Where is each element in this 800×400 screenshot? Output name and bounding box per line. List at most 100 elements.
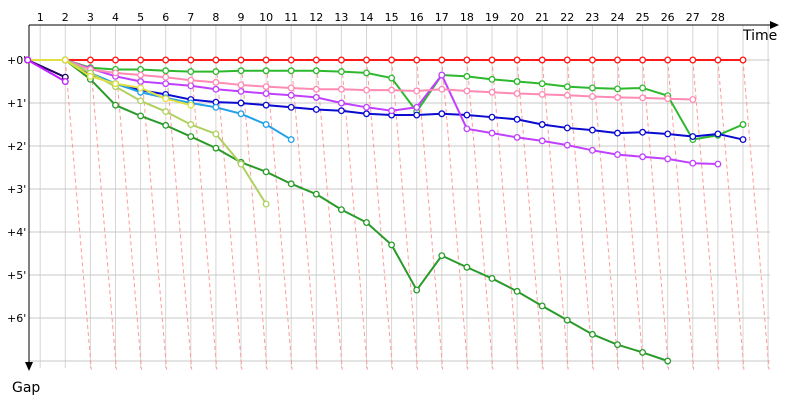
data-point — [588, 84, 596, 92]
data-point — [714, 56, 722, 64]
data-point — [563, 56, 571, 64]
data-point — [112, 80, 119, 88]
data-point — [262, 101, 270, 109]
data-point — [488, 88, 496, 96]
data-point — [588, 93, 596, 100]
x-tick-labels: 1 2 3 4 5 6 7 8 9 10 11 12 13 14 15 16 17 18 19 20 21 22 23 24 2… — [37, 11, 725, 24]
data-point — [312, 190, 320, 198]
data-point — [463, 111, 471, 119]
guide-line — [265, 59, 293, 370]
data-point — [187, 76, 195, 84]
guide-line — [541, 59, 569, 370]
y-tick-label: +0' — [7, 54, 26, 67]
data-point — [337, 99, 345, 107]
data-point — [287, 91, 295, 99]
x-tick-label: 9 — [238, 11, 245, 24]
data-point — [262, 67, 270, 75]
data-point — [262, 56, 270, 64]
x-tick-label: 25 — [636, 11, 650, 24]
data-point — [388, 86, 396, 94]
data-point — [563, 316, 571, 324]
data-point — [262, 168, 270, 176]
y-axis-arrow-icon — [25, 362, 33, 371]
data-point — [86, 56, 94, 64]
data-point — [237, 160, 245, 168]
data-point — [187, 56, 195, 64]
x-tick-label: 8 — [212, 11, 219, 24]
data-point — [112, 69, 119, 77]
data-point — [287, 180, 295, 188]
data-point — [237, 87, 245, 95]
data-point — [538, 56, 546, 64]
data-point — [689, 56, 697, 64]
data-point — [438, 71, 446, 79]
data-point — [312, 93, 320, 101]
data-point — [262, 200, 270, 208]
data-point — [363, 110, 370, 118]
data-point — [739, 136, 747, 143]
data-point — [287, 84, 295, 92]
guide-line — [416, 59, 444, 370]
guide-line — [391, 59, 419, 370]
y-tick-label: +4' — [7, 226, 26, 239]
guide-line — [64, 59, 92, 370]
data-point — [162, 80, 170, 88]
data-point — [739, 56, 747, 64]
x-tick-label: 28 — [711, 11, 725, 24]
x-tick-label: 20 — [510, 11, 524, 24]
y-tick-label: +3' — [7, 183, 26, 196]
data-point — [739, 121, 747, 128]
guide-line — [165, 59, 193, 370]
data-point — [337, 206, 345, 214]
series-line — [27, 59, 66, 83]
data-point — [237, 110, 245, 118]
data-point — [312, 67, 320, 75]
data-point — [639, 84, 647, 92]
data-point — [162, 73, 170, 81]
x-tick-label: 12 — [309, 11, 323, 24]
x-tick-label: 26 — [661, 11, 675, 24]
x-tick-label: 17 — [435, 11, 449, 24]
data-point — [137, 56, 145, 64]
data-point — [212, 78, 220, 86]
guide-line — [89, 59, 117, 370]
data-point — [61, 78, 69, 85]
data-point — [664, 130, 672, 138]
data-point — [588, 146, 596, 154]
series-group — [24, 56, 747, 64]
data-point — [488, 75, 496, 83]
x-axis-arrow-icon — [770, 21, 779, 29]
guide-line — [441, 59, 469, 370]
guide-line — [642, 59, 670, 370]
data-point — [714, 130, 722, 138]
data-point — [287, 103, 295, 111]
data-point — [513, 115, 521, 123]
data-point — [513, 287, 521, 295]
guide-line — [742, 59, 770, 370]
data-point — [538, 90, 546, 98]
data-point — [137, 78, 145, 85]
data-point — [287, 136, 295, 143]
x-tick-label: 23 — [585, 11, 599, 24]
data-point — [463, 263, 471, 271]
data-point — [337, 68, 345, 76]
x-tick-label: 10 — [259, 11, 273, 24]
guide-line — [667, 59, 695, 370]
data-point — [262, 83, 270, 91]
y-axis-title: Gap — [12, 380, 40, 396]
data-point — [614, 129, 621, 137]
x-tick-label: 2 — [62, 11, 69, 24]
x-tick-label: 13 — [334, 11, 348, 24]
data-point — [639, 153, 647, 161]
data-point — [614, 93, 621, 101]
data-point — [312, 105, 320, 113]
data-point — [614, 56, 621, 64]
data-point — [438, 252, 446, 260]
data-point — [237, 99, 245, 107]
x-tick-label: 3 — [87, 11, 94, 24]
y-tick-label: +5' — [7, 269, 26, 282]
guide-line — [240, 59, 268, 370]
data-point — [337, 56, 345, 64]
data-point — [363, 56, 370, 64]
